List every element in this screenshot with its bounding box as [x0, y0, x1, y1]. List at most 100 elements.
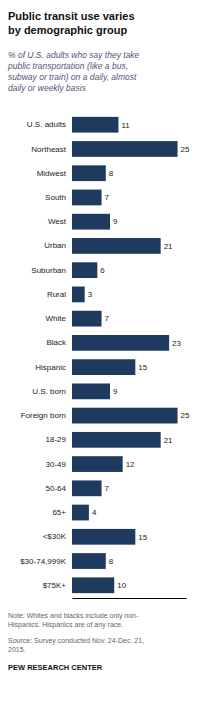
tick-label: South [45, 193, 66, 202]
text-line: Note: Whites and blacks include only non… [8, 612, 139, 620]
data-label: 8 [109, 169, 114, 178]
annotation: Note: Whites and blacks include only non… [8, 612, 139, 629]
bar [72, 383, 110, 399]
tick: West [48, 217, 67, 226]
bar [72, 238, 161, 254]
tick: Midwest [37, 169, 67, 178]
tick: Urban [44, 241, 66, 250]
tick-label: 50-64 [46, 484, 67, 493]
tick: White [46, 314, 67, 323]
tick: Rural [47, 290, 66, 299]
data-label: 25 [181, 145, 190, 154]
text-line: Hispanics. Hispanics are of any race. [8, 621, 123, 629]
tick-label: Suburban [31, 266, 66, 275]
chart: Public transit use varies by demographic … [0, 0, 200, 710]
data-label: 7 [105, 484, 110, 493]
bar [72, 165, 106, 181]
text-line: 2015. [8, 646, 26, 653]
annotation: Source: Survey conducted Nov. 24-Dec. 21… [8, 637, 144, 653]
tick: 30-49 [46, 460, 67, 469]
bars [72, 117, 178, 593]
bar [72, 287, 85, 303]
tick-label: 65+ [52, 508, 66, 517]
bar [72, 456, 123, 472]
tick: U.S. born [32, 387, 66, 396]
text-line: by demographic group [8, 24, 127, 36]
tick: Hispanic [35, 363, 66, 372]
bar [72, 408, 178, 424]
x-axis [73, 598, 187, 599]
data-label: 4 [92, 508, 97, 517]
tick-label: <$30K [43, 532, 67, 541]
tick-label: Urban [44, 241, 66, 250]
bar [72, 480, 102, 496]
text-line: Source: Survey conducted Nov. 24-Dec. 21… [8, 637, 144, 645]
tick: $75K+ [43, 581, 67, 590]
tick-label: Foreign born [21, 411, 66, 420]
y-axis: U.S. adults Northeast Midwest South West Urba… [20, 120, 67, 590]
data-label: 7 [105, 193, 110, 202]
bar [72, 117, 118, 133]
tick: Foreign born [21, 411, 66, 420]
data-label: 15 [138, 363, 147, 372]
text-line: public transportation (like a bus, [7, 61, 128, 71]
data-label: 9 [113, 217, 118, 226]
data-label: 3 [88, 290, 93, 299]
text-line: subway or train) on a daily, almost [8, 72, 137, 82]
bar [72, 529, 135, 545]
bar [72, 505, 89, 521]
data-label: 21 [164, 242, 173, 251]
data-label: 15 [138, 533, 147, 542]
tick-label: Black [46, 338, 67, 347]
tick-label: 30-49 [46, 460, 67, 469]
text-line: PEW RESEARCH CENTER [8, 663, 103, 672]
tick: South [45, 193, 66, 202]
bar [72, 141, 178, 157]
text-line: % of U.S. adults who say they take [8, 50, 140, 60]
tick: Northeast [31, 145, 66, 154]
bar [72, 432, 161, 448]
tick: Black [46, 338, 67, 347]
bar [72, 577, 114, 593]
annotation: PEW RESEARCH CENTER [8, 663, 103, 672]
tick-label: Northeast [31, 145, 66, 154]
data-labels: 112587921637231592521127415810 [88, 121, 190, 591]
tick-label: West [48, 217, 67, 226]
axis-line [73, 598, 187, 599]
tick-label: $75K+ [43, 581, 67, 590]
tick-label: U.S. adults [27, 120, 66, 129]
subtitle: % of U.S. adults who say they takepublic… [7, 50, 140, 93]
data-label: 8 [109, 557, 114, 566]
data-label: 23 [172, 339, 181, 348]
tick-label: 18-29 [46, 435, 67, 444]
title: Public transit use varies by demographic … [8, 10, 135, 36]
bar [72, 553, 106, 569]
bar [72, 262, 97, 278]
tick: U.S. adults [27, 120, 66, 129]
data-label: 12 [126, 460, 135, 469]
bar [72, 335, 169, 351]
tick-label: Midwest [37, 169, 67, 178]
tick-label: U.S. born [32, 387, 66, 396]
tick-label: Rural [47, 290, 66, 299]
data-label: 25 [181, 411, 190, 420]
bar [72, 311, 102, 327]
text-line: daily or weekly basis [8, 83, 87, 93]
tick: 65+ [52, 508, 66, 517]
tick: $30-74,999K [20, 557, 66, 566]
data-label: 9 [113, 387, 118, 396]
tick: Suburban [31, 266, 66, 275]
text-line: Public transit use varies [8, 10, 135, 22]
tick: 18-29 [46, 435, 67, 444]
data-label: 21 [164, 436, 173, 445]
bar [72, 214, 110, 230]
bar [72, 190, 102, 206]
tick-label: Hispanic [35, 363, 66, 372]
data-label: 6 [100, 266, 105, 275]
tick: 50-64 [46, 484, 67, 493]
tick-label: White [46, 314, 67, 323]
tick: <$30K [43, 532, 67, 541]
tick-label: $30-74,999K [20, 557, 66, 566]
data-label: 10 [117, 581, 126, 590]
data-label: 7 [105, 314, 110, 323]
